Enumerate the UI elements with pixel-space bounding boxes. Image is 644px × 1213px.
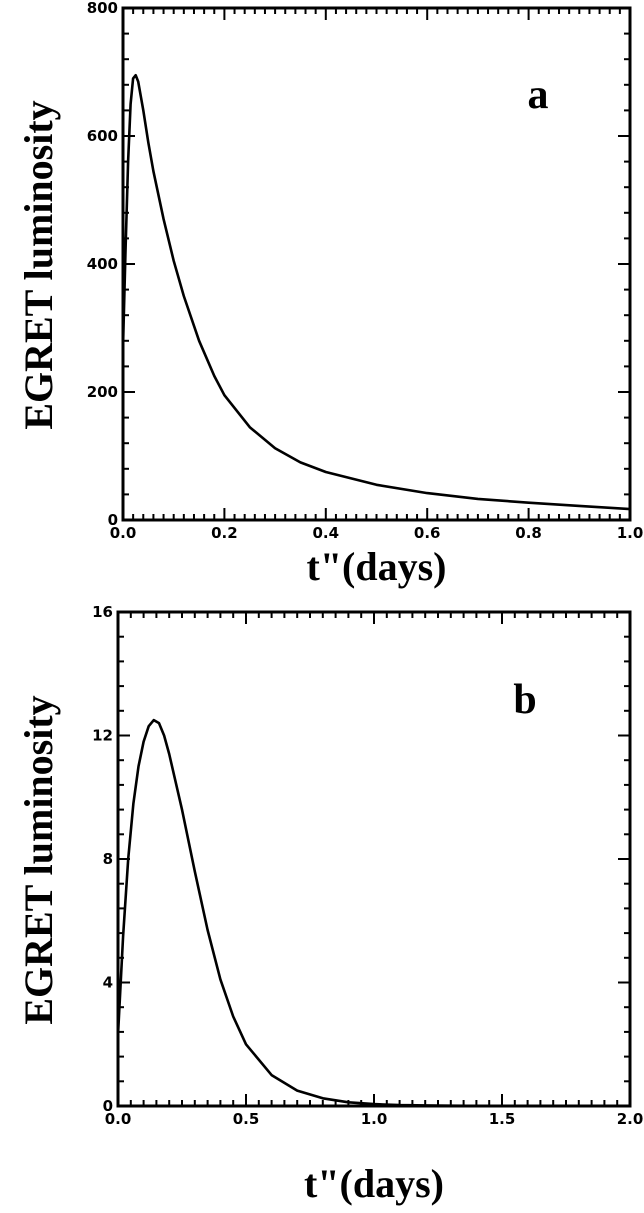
x-tick-label: 2.0 bbox=[617, 1110, 644, 1128]
panel-b: 0.0 0.5 1.0 1.5 2.0 0 4 8 12 16 EGRET luminosity t"… bbox=[16, 603, 643, 1206]
panel-a: 0.0 0.2 0.4 0.6 0.8 1.0 0 200 400 600 800 EGRET lum… bbox=[16, 0, 643, 589]
panel-letter: a bbox=[528, 72, 549, 118]
x-tick-label: 0.6 bbox=[414, 524, 441, 542]
y-tick-label: 600 bbox=[87, 127, 118, 145]
panel-letter: b bbox=[513, 677, 536, 723]
plot-frame bbox=[121, 6, 632, 522]
y-tick-label: 800 bbox=[87, 0, 118, 17]
x-tick-label: 0.0 bbox=[110, 524, 137, 542]
y-tick-label: 12 bbox=[92, 727, 113, 745]
series-line bbox=[121, 73, 631, 511]
y-tick-label: 8 bbox=[103, 850, 113, 868]
x-axis-label: t"(days) bbox=[307, 544, 447, 589]
x-tick-label: 1.0 bbox=[361, 1110, 388, 1128]
y-tick-label: 4 bbox=[103, 974, 113, 992]
y-axis-label: EGRET luminosity bbox=[16, 100, 61, 429]
series-line bbox=[116, 718, 630, 1108]
plot-frame bbox=[116, 610, 632, 1108]
y-tick-label: 16 bbox=[92, 603, 113, 621]
y-axis-label: EGRET luminosity bbox=[16, 695, 61, 1024]
y-tick-label: 400 bbox=[87, 255, 118, 273]
x-tick-label: 0.0 bbox=[105, 1110, 132, 1128]
x-tick-label: 0.4 bbox=[313, 524, 340, 542]
x-axis-label: t"(days) bbox=[304, 1161, 444, 1206]
y-tick-label: 0 bbox=[108, 511, 118, 529]
x-tick-label: 1.0 bbox=[617, 524, 644, 542]
x-tick-label: 0.5 bbox=[233, 1110, 260, 1128]
y-tick-label: 200 bbox=[87, 383, 118, 401]
x-tick-label: 0.8 bbox=[515, 524, 542, 542]
y-tick-label: 0 bbox=[103, 1097, 113, 1115]
x-tick-label: 1.5 bbox=[489, 1110, 516, 1128]
x-tick-label: 0.2 bbox=[211, 524, 238, 542]
